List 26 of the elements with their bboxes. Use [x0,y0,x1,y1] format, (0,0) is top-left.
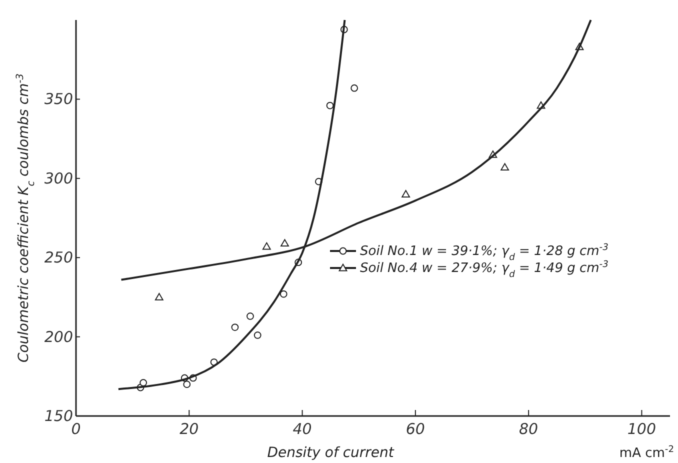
point [246,312,254,320]
point [183,380,191,388]
x-tick-label: 20 [180,420,199,438]
x-tick-label: 80 [519,420,538,438]
y-tick-label: 300 [44,169,73,188]
y-tick-label: 250 [44,248,73,267]
x-tick-label: 0 [71,420,81,438]
x-tick-label: 60 [406,420,425,438]
point [402,190,410,198]
point [262,242,271,250]
point [280,239,289,247]
x-axis-title: Density of current [267,445,394,461]
point [500,163,510,171]
y-tick-label: 350 [44,90,73,108]
y-tick-label: 150 [44,407,73,425]
point [350,84,358,92]
point [254,332,262,339]
point [231,324,239,331]
point [326,102,334,110]
text: mA cm$^{-2}$ [619,445,674,461]
x-tick-label: 100 [627,420,656,438]
point [140,379,148,386]
point [280,290,288,298]
y-tick-label: 200 [44,328,73,346]
x-tick-label: 40 [292,420,312,438]
point [154,293,164,300]
